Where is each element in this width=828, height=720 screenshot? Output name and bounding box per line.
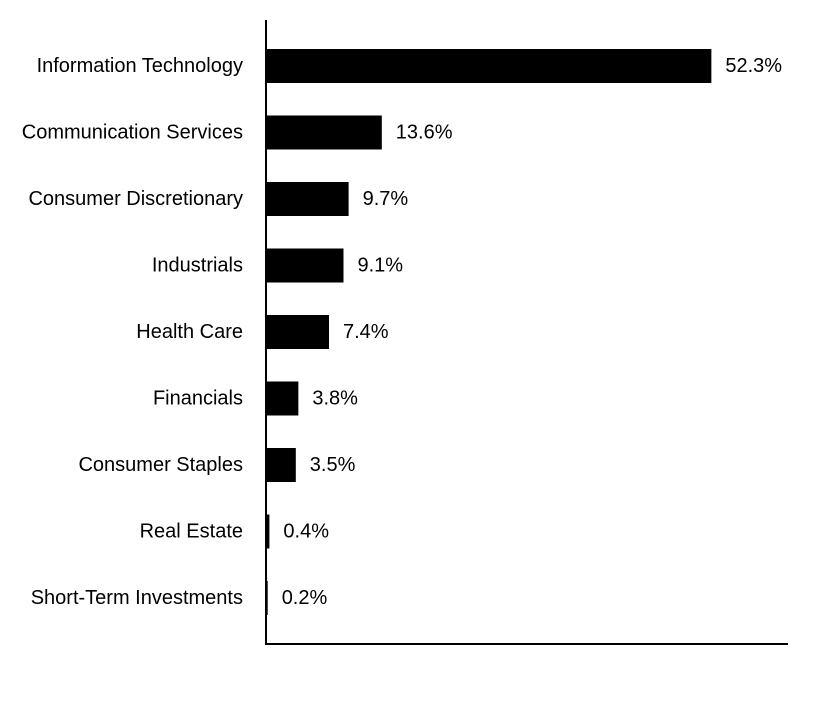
category-label-financials: Financials — [153, 388, 243, 410]
value-label-communication-services: 13.6% — [396, 122, 453, 144]
value-label-consumer-staples: 3.5% — [310, 454, 356, 476]
category-label-communication-services: Communication Services — [22, 122, 243, 144]
value-labels-group: 52.3% 13.6% 9.7% 9.1% 7.4% 3.8% 3.5% 0.4% 0.2% — [282, 55, 783, 609]
value-label-information-technology: 52.3% — [725, 55, 782, 77]
category-label-real-estate: Real Estate — [140, 521, 243, 543]
category-labels-group: Information Technology Communication Serv… — [22, 55, 243, 609]
category-label-information-technology: Information Technology — [37, 55, 243, 77]
bar-real-estate — [266, 514, 270, 549]
bar-communication-services — [266, 115, 382, 150]
category-label-short-term-investments: Short-Term Investments — [31, 587, 243, 609]
bar-financials — [266, 381, 299, 416]
bar-industrials — [266, 248, 344, 283]
bar-health-care — [266, 315, 330, 349]
bar-consumer-discretionary — [266, 182, 349, 216]
value-label-industrials: 9.1% — [357, 255, 403, 277]
category-label-health-care: Health Care — [136, 321, 243, 343]
value-label-short-term-investments: 0.2% — [282, 587, 328, 609]
bar-consumer-staples — [266, 448, 296, 482]
value-label-health-care: 7.4% — [343, 321, 389, 343]
bar-information-technology — [266, 49, 712, 83]
category-label-consumer-staples: Consumer Staples — [78, 454, 243, 476]
value-label-financials: 3.8% — [312, 388, 358, 410]
bars-group — [266, 49, 712, 615]
value-label-consumer-discretionary: 9.7% — [363, 188, 409, 210]
category-label-consumer-discretionary: Consumer Discretionary — [28, 188, 243, 210]
value-label-real-estate: 0.4% — [283, 521, 329, 543]
category-label-industrials: Industrials — [152, 255, 243, 277]
